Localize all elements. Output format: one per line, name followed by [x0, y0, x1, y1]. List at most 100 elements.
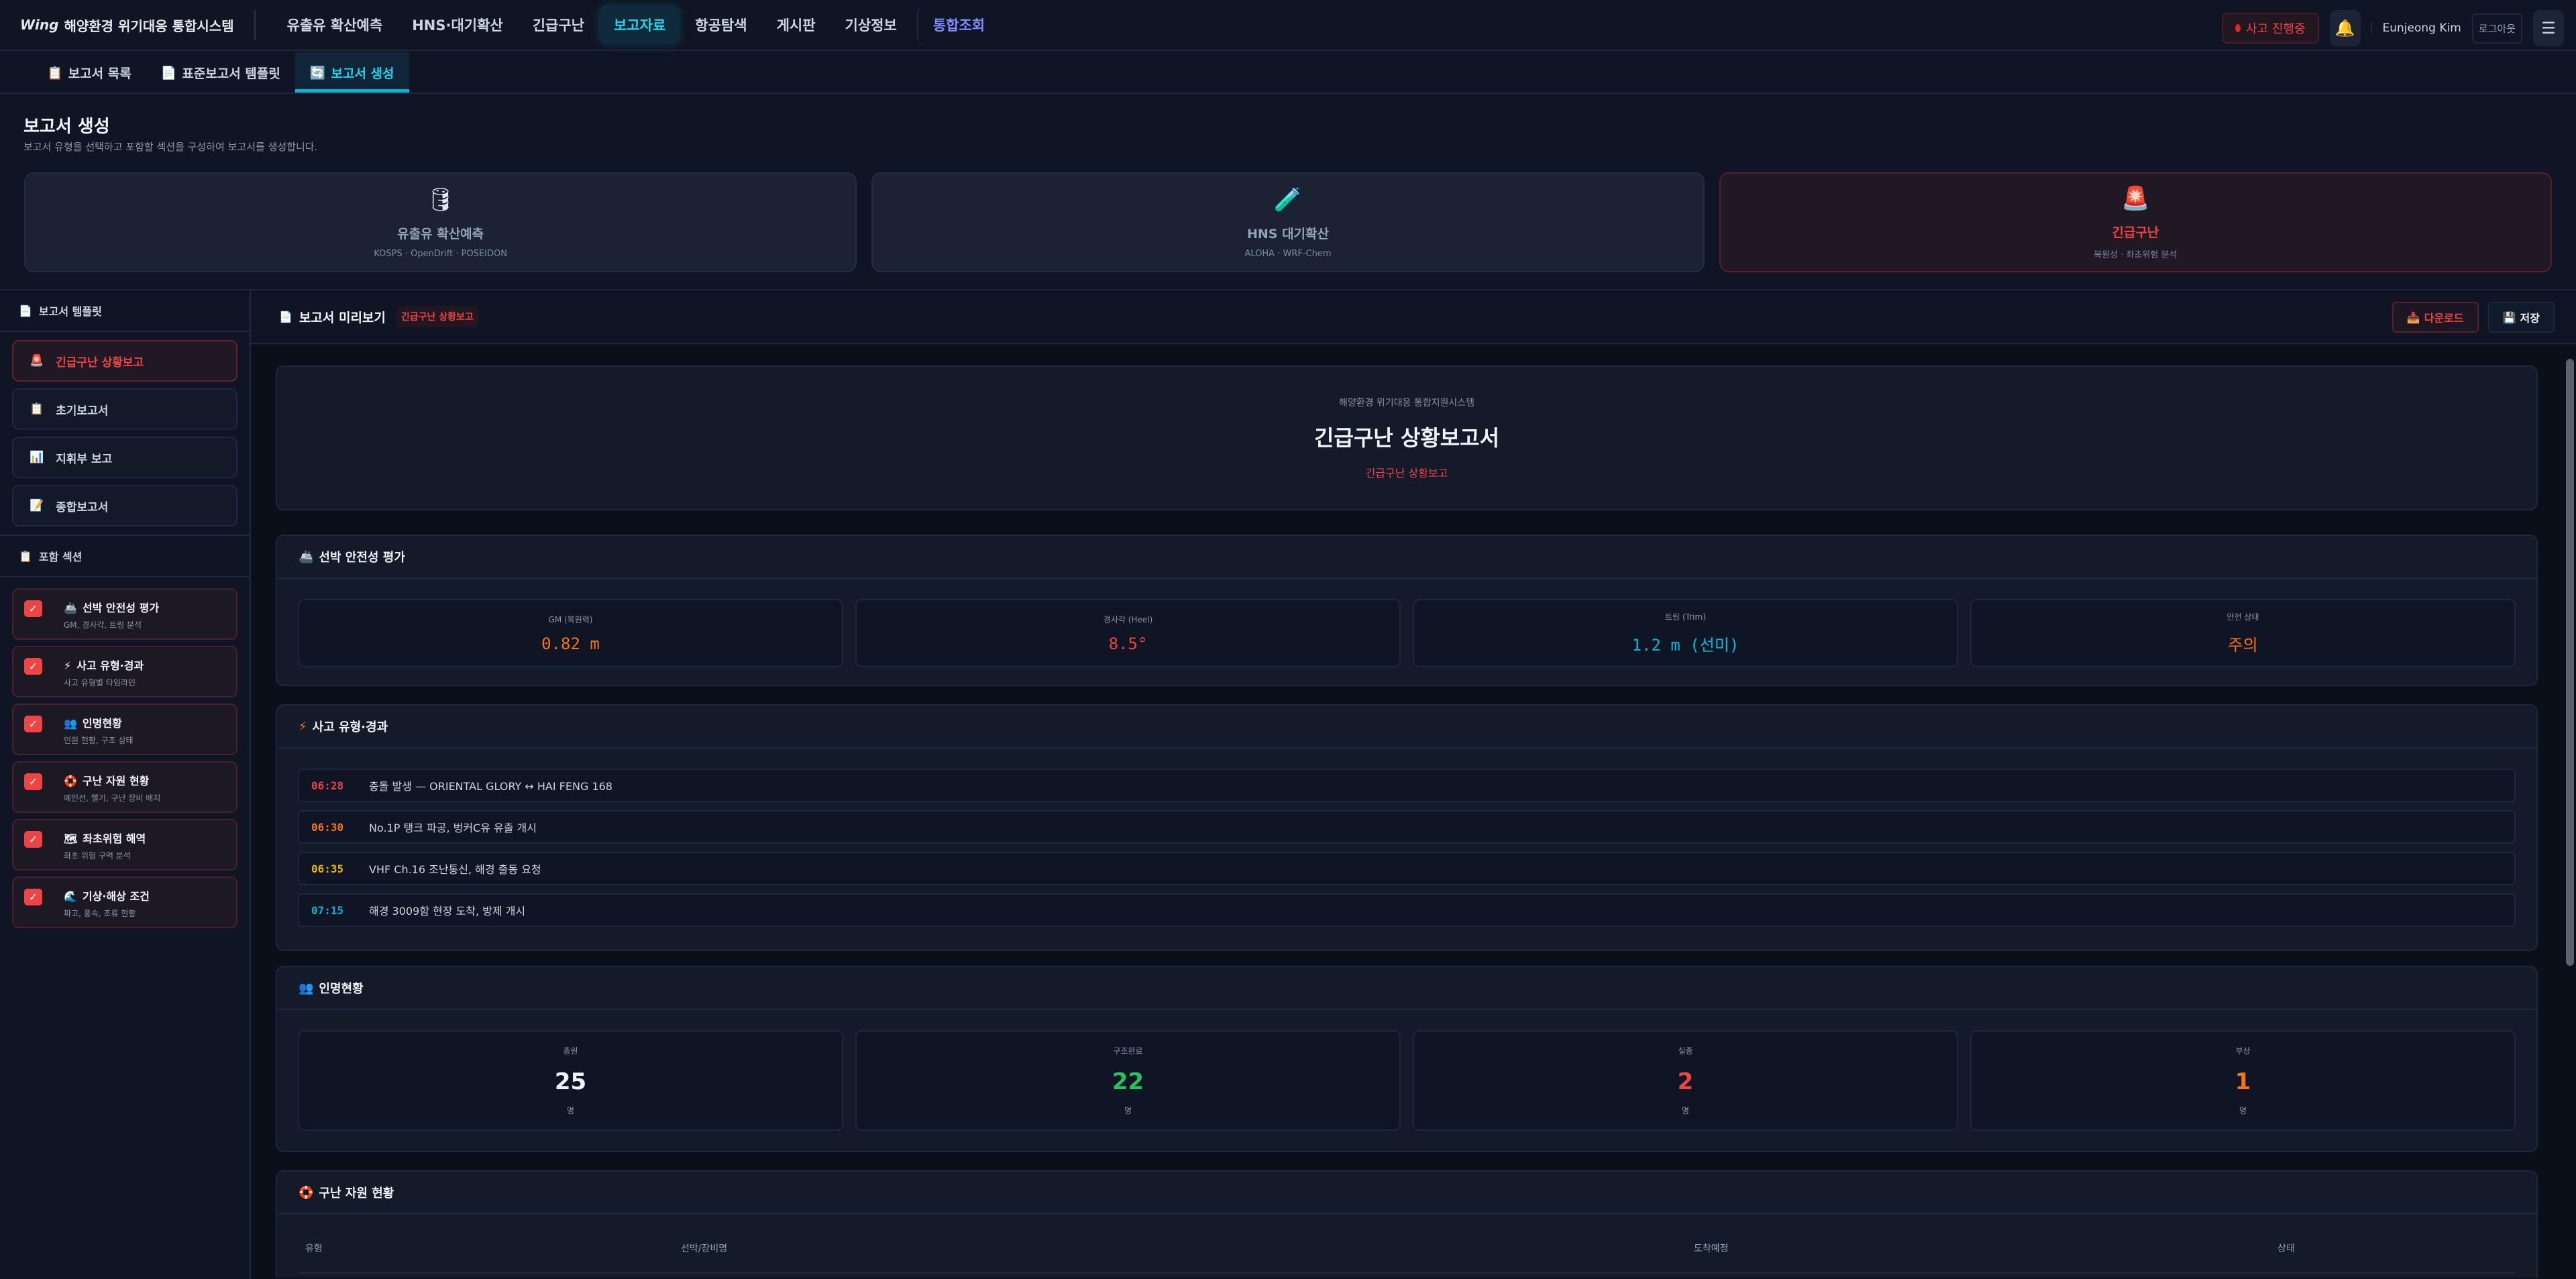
resources-table-header: 유형 선박/장비명 도착예정 상태 [299, 1215, 2515, 1274]
resources-section: 🛟 구난 자원 현황 유형 선박/장비명 도착예정 상태 [276, 1170, 2538, 1278]
nav-integrated[interactable]: 통합조회 [916, 5, 1000, 44]
report-type-rescue[interactable]: 🚨 긴급구난 복원성 · 좌초위험 분석 [1719, 172, 2552, 272]
tab-report-create[interactable]: 🔄 보고서 생성 [294, 52, 409, 93]
siren-icon: 🚨 [2121, 184, 2150, 212]
checkbox-checked[interactable]: ✓ [24, 600, 42, 617]
logout-button[interactable]: 로그아웃 [2471, 13, 2522, 44]
checkbox-checked[interactable]: ✓ [24, 773, 42, 790]
template-label: 긴급구난 상황보고 [56, 355, 144, 370]
scrollbar[interactable] [2564, 345, 2576, 1279]
report-cover: 해양환경 위기대응 통합지원시스템 긴급구난 상황보고서 긴급구난 상황보고 [276, 366, 2538, 510]
templates-heading: 📄 보고서 템플릿 [0, 290, 250, 332]
nav-hns[interactable]: HNS·대기확산 [412, 17, 503, 34]
template-comprehensive[interactable]: 📝 종합보고서 [12, 485, 237, 526]
section-desc: 파고, 풍속, 조류 현황 [64, 909, 136, 918]
incident-active-button[interactable]: 사고 진행중 [2221, 13, 2319, 44]
nav-rescue[interactable]: 긴급구난 [532, 17, 585, 34]
app-logo[interactable]: Wing 해양환경 위기대응 통합시스템 [20, 10, 256, 40]
checkbox-checked[interactable]: ✓ [24, 658, 42, 675]
section-toggle-stability[interactable]: ✓ 🚢 선박 안전성 평가 GM, 경사각, 트림 분석 [12, 588, 237, 640]
template-label: 지휘부 보고 [56, 452, 113, 466]
user-name: Eunjeong Kim [2371, 21, 2461, 35]
section-title: 구난 자원 현황 [319, 1186, 394, 1201]
scrollbar-thumb[interactable] [2566, 359, 2574, 966]
template-initial[interactable]: 📋 초기보고서 [12, 388, 237, 430]
nav-weather[interactable]: 기상정보 [845, 17, 897, 34]
checkbox-checked[interactable]: ✓ [24, 716, 42, 732]
type-name: 유출유 확산예측 [397, 226, 484, 241]
app-title: 해양환경 위기대응 통합시스템 [64, 17, 234, 34]
section-desc: 인원 현황, 구조 상태 [64, 736, 133, 745]
section-title: 인명현황 [319, 982, 364, 996]
section-toggle-timeline[interactable]: ✓ ⚡ 사고 유형·경과 사고 유형별 타임라인 [12, 646, 237, 698]
metric-value: 25 [554, 1068, 587, 1095]
type-desc: ALOHA · WRF-Chem [1244, 248, 1332, 259]
stability-metric: GM (복원력) 0.82 m [298, 599, 843, 667]
cover-subtitle: 긴급구난 상황보고 [1365, 467, 1448, 480]
template-label: 초기보고서 [56, 404, 109, 418]
metric-label: 부상 [2235, 1046, 2251, 1056]
template-command[interactable]: 📊 지휘부 보고 [12, 437, 237, 478]
tab-report-list[interactable]: 📋 보고서 목록 [32, 52, 146, 93]
stability-metric: 경사각 (Heel) 8.5° [855, 599, 1401, 667]
metric-value: 8.5° [1108, 634, 1148, 653]
metric-value: 1.2 m (선미) [1631, 636, 1739, 655]
type-name: 긴급구난 [2112, 225, 2159, 240]
nav-board[interactable]: 게시판 [776, 17, 816, 34]
timeline-time: 07:15 [311, 903, 344, 917]
section-toggle-grounding[interactable]: ✓ 🗺 좌초위험 해역 좌초 위험 구역 분석 [12, 819, 237, 871]
button-label: 다운로드 [2424, 312, 2464, 325]
bell-icon[interactable]: 🔔 [2329, 10, 2361, 46]
report-type-selector: 🛢 유출유 확산예측 KOSPS · OpenDrift · POSEIDON 🧪 H… [24, 172, 2552, 272]
template-badge: 긴급구난 상황보고 [396, 306, 478, 327]
incident-label: 사고 진행중 [2245, 22, 2306, 36]
tab-label: 보고서 목록 [68, 66, 131, 81]
timeline-row: 06:28 충돌 발생 — ORIENTAL GLORY ↔ HAI FENG 1… [298, 769, 2516, 802]
stability-metric: 트림 (Trim) 1.2 m (선미) [1413, 599, 1958, 667]
heading-text: 보고서 템플릿 [38, 305, 102, 318]
timeline-text: 해경 3009함 현장 도착, 방제 개시 [369, 905, 526, 917]
download-button[interactable]: 📥 다운로드 [2392, 302, 2479, 333]
save-button[interactable]: 💾 저장 [2487, 302, 2555, 333]
page-subtitle: 보고서 유형을 선택하고 포함할 섹션을 구성하여 보고서를 생성합니다. [23, 141, 318, 153]
tab-templates[interactable]: 📄 표준보고서 템플릿 [146, 52, 295, 93]
stability-section: 🚢 선박 안전성 평가 GM (복원력) 0.82 m 경사각 (Heel) 8.5° 트… [276, 535, 2538, 686]
column-header: 선박/장비명 [681, 1243, 728, 1254]
metric-unit: 명 [1124, 1106, 1132, 1115]
report-type-oil-spill[interactable]: 🛢 유출유 확산예측 KOSPS · OpenDrift · POSEIDON [24, 172, 857, 272]
clipboard-icon: 📋 [47, 65, 63, 80]
nav-oil-spill[interactable]: 유출유 확산예측 [286, 17, 383, 34]
timeline-text: 충돌 발생 — ORIENTAL GLORY ↔ HAI FENG 168 [369, 780, 612, 793]
logo-mark: Wing [20, 17, 59, 33]
preview-title: 보고서 미리보기 [299, 310, 386, 325]
report-type-hns[interactable]: 🧪 HNS 대기확산 ALOHA · WRF-Chem [871, 172, 1705, 272]
heading-text: 포함 섹션 [38, 551, 83, 563]
section-toggle-weather[interactable]: ✓ 🌊 기상·해상 조건 파고, 풍속, 조류 현황 [12, 877, 237, 928]
timeline-row: 06:35 VHF Ch.16 조난통신, 해경 출동 요청 [298, 852, 2516, 885]
stability-metric: 안전 상태 주의 [1970, 599, 2516, 667]
section-toggle-resources[interactable]: ✓ 🛟 구난 자원 현황 예인선, 헬기, 구난 장비 배치 [12, 761, 237, 813]
tab-label: 표준보고서 템플릿 [182, 66, 280, 81]
timeline-time: 06:35 [311, 862, 344, 875]
checkbox-checked[interactable]: ✓ [24, 889, 42, 905]
timeline-time: 06:28 [311, 779, 344, 792]
nav-aerial[interactable]: 항공탐색 [695, 17, 747, 34]
people-section: 👥 인명현황 총원 25 명 구조완료 22 명 실종 2 명 부상 1 명 [276, 966, 2538, 1152]
template-rescue-status[interactable]: 🚨 긴급구난 상황보고 [12, 340, 237, 382]
refresh-icon: 🔄 [309, 65, 326, 80]
metric-label: 안전 상태 [2226, 612, 2259, 622]
people-icon: 👥 [299, 981, 314, 995]
floppy-disk-icon: 💾 [2502, 311, 2516, 324]
section-toggle-people[interactable]: ✓ 👥 인명현황 인원 현황, 구조 상태 [12, 704, 237, 755]
timeline-time: 06:30 [311, 820, 344, 834]
checkbox-checked[interactable]: ✓ [24, 831, 42, 848]
metric-label: GM (복원력) [548, 614, 593, 624]
metric-unit: 명 [2239, 1106, 2247, 1115]
section-title: 구난 자원 현황 [82, 775, 150, 787]
nav-reports[interactable]: 보고자료 [599, 5, 681, 44]
lightning-icon: ⚡ [299, 719, 307, 734]
document-icon: 📄 [279, 310, 292, 323]
menu-icon[interactable]: ☰ [2533, 10, 2564, 46]
ship-icon: 🚢 [64, 602, 77, 614]
lightning-icon: ⚡ [64, 659, 72, 672]
